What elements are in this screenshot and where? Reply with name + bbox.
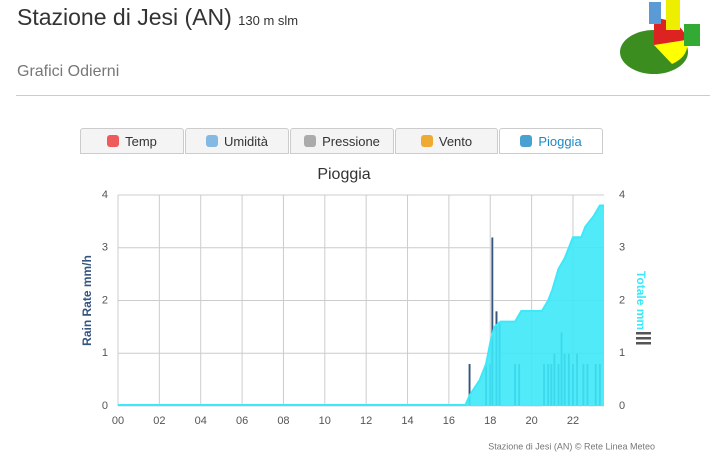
tab-label: Pioggia — [538, 133, 582, 149]
x-tick-label: 22 — [567, 415, 579, 427]
chart-title: Pioggia — [317, 166, 370, 183]
tab[interactable]: Umidità — [185, 128, 289, 154]
y-tick-label: 3 — [102, 242, 108, 254]
tab-icon — [420, 135, 433, 147]
y-tick-label: 2 — [102, 294, 108, 306]
x-tick-label: 12 — [360, 415, 372, 427]
x-tick-label: 04 — [195, 415, 207, 427]
x-tick-label: 14 — [401, 415, 413, 427]
x-tick-label: 00 — [112, 415, 124, 427]
tab[interactable]: Temp — [80, 128, 184, 154]
tab-label: Pressione — [322, 133, 380, 149]
x-tick-label: 10 — [319, 415, 331, 427]
tab[interactable]: Pressione — [290, 128, 394, 154]
logo-icon — [620, 0, 700, 74]
area-fill — [118, 205, 604, 406]
divider — [16, 95, 710, 96]
tab-label: Umidità — [223, 133, 269, 149]
tab-icon — [107, 135, 120, 147]
altitude: 130 m slm — [238, 13, 299, 28]
tab-icon — [205, 135, 218, 147]
tab-label: Vento — [438, 133, 473, 149]
station-title: Stazione di Jesi (AN) 130 m slm — [17, 4, 298, 31]
x-tick-label: 16 — [443, 415, 455, 427]
y-tick-label: 0 — [102, 400, 108, 412]
y-tick-label: 1 — [102, 347, 108, 359]
tab[interactable]: Pioggia — [499, 128, 603, 154]
y2-tick-label: 3 — [619, 242, 625, 254]
x-tick-label: 20 — [525, 415, 537, 427]
y2-tick-label: 1 — [619, 347, 625, 359]
menu-icon[interactable] — [636, 332, 651, 345]
y-axis-label: Rain Rate mm/h — [80, 255, 94, 346]
y2-tick-label: 2 — [619, 294, 625, 306]
x-tick-label: 08 — [277, 415, 289, 427]
x-tick-label: 18 — [484, 415, 496, 427]
y-tick-label: 4 — [102, 189, 108, 201]
tab-icon — [304, 135, 317, 147]
x-tick-label: 02 — [153, 415, 165, 427]
tab-icon — [520, 135, 533, 147]
area-line — [118, 204, 604, 406]
y2-axis-label: Totale mm — [634, 271, 648, 330]
tab-label: Temp — [125, 133, 157, 149]
tab[interactable]: Vento — [395, 128, 498, 154]
credit: Stazione di Jesi (AN) © Rete Linea Meteo — [488, 441, 655, 451]
y2-tick-label: 0 — [619, 400, 625, 412]
x-tick-label: 06 — [236, 415, 248, 427]
subtitle: Grafici Odierni — [17, 63, 120, 80]
title: Stazione di Jesi (AN) — [17, 4, 232, 30]
y2-tick-label: 4 — [619, 189, 625, 201]
